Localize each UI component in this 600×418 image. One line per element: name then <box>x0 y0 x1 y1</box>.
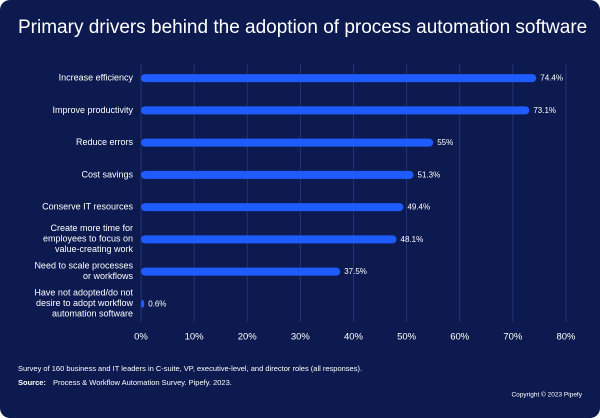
value-label: 55% <box>437 138 453 147</box>
x-tick-label: 80% <box>556 332 576 343</box>
x-tick-label: 40% <box>344 332 364 343</box>
x-tick-label: 20% <box>238 332 258 343</box>
bar <box>141 267 341 276</box>
y-tick-label: Increase efficiency <box>59 73 134 83</box>
y-tick-label: Cost savings <box>81 169 133 179</box>
note: Survey of 160 business and IT leaders in… <box>18 364 362 373</box>
y-tick-label: Have not adopted/do not desire to adopt w… <box>34 288 133 319</box>
x-tick-label: 30% <box>291 332 311 343</box>
y-tick-label: Improve productivity <box>52 105 133 115</box>
value-label: 73.1% <box>533 106 556 115</box>
bar <box>141 170 414 179</box>
value-label: 51.3% <box>418 170 441 179</box>
value-label: 48.1% <box>401 235 424 244</box>
value-label: 49.4% <box>407 203 430 212</box>
value-label: 0.6% <box>148 299 166 308</box>
x-tick-label: 0% <box>134 332 148 343</box>
x-tick-label: 50% <box>397 332 417 343</box>
bar <box>141 203 404 212</box>
copyright: Copyright © 2023 Pipefy <box>511 391 582 399</box>
bar <box>141 235 397 244</box>
x-tick-label: 60% <box>450 332 470 343</box>
y-tick-label: Conserve IT resources <box>42 202 133 212</box>
bar <box>141 299 145 308</box>
y-tick-label: Need to scale processes or workflows <box>34 261 133 282</box>
x-tick-label: 70% <box>503 332 523 343</box>
bar <box>141 106 530 115</box>
bar <box>141 138 434 147</box>
x-tick-label: 10% <box>185 332 205 343</box>
y-tick-label: Create more time for employees to focus o… <box>43 223 134 254</box>
chart-title: Primary drivers behind the adoption of p… <box>18 17 587 38</box>
value-label: 74.4% <box>540 74 563 83</box>
y-tick-label: Reduce errors <box>76 137 134 147</box>
bar <box>141 74 537 83</box>
value-label: 37.5% <box>344 267 367 276</box>
source: Process & Workflow Automation Survey. Pi… <box>53 378 232 387</box>
source-label: Source: <box>18 378 46 387</box>
